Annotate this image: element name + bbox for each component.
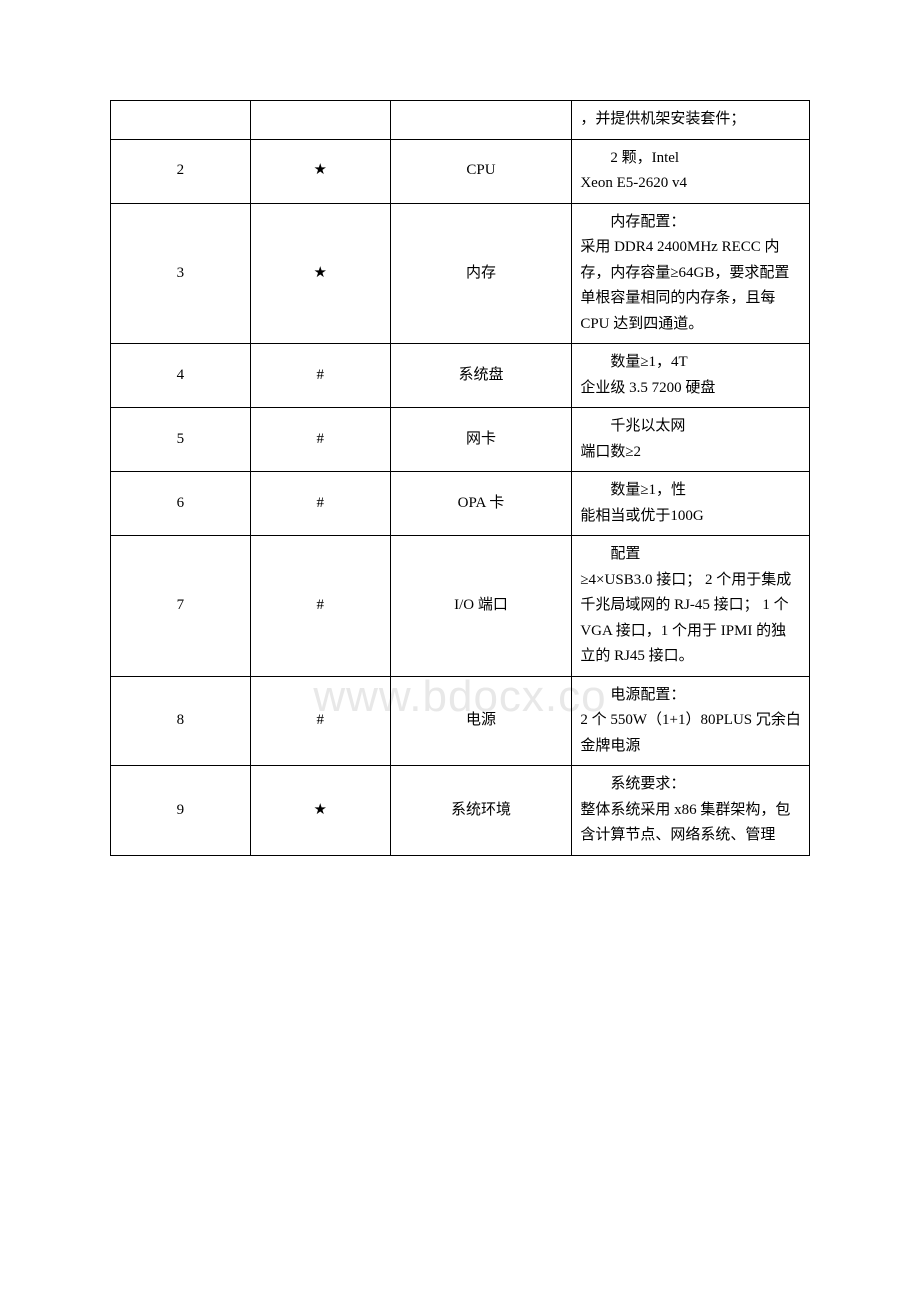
cell-mark: #	[250, 408, 390, 472]
cell-num: 4	[111, 344, 251, 408]
cell-num: 7	[111, 536, 251, 677]
table-row: 9 ★ 系统环境 系统要求：整体系统采用 x86 集群架构，包含计算节点、网络系…	[111, 766, 810, 856]
cell-mark: ★	[250, 203, 390, 344]
table-row: ，并提供机架安装套件；	[111, 101, 810, 140]
table-row: 7 # I/O 端口 配置≥4×USB3.0 接口； 2 个用于集成千兆局域网的…	[111, 536, 810, 677]
cell-item: 内存	[390, 203, 572, 344]
cell-num: 6	[111, 472, 251, 536]
cell-item: CPU	[390, 139, 572, 203]
cell-spec: 电源配置：2 个 550W（1+1）80PLUS 冗余白金牌电源	[572, 676, 810, 766]
cell-num	[111, 101, 251, 140]
cell-spec: 数量≥1，性能相当或优于100G	[572, 472, 810, 536]
cell-item: 系统环境	[390, 766, 572, 856]
cell-mark: #	[250, 676, 390, 766]
cell-mark: #	[250, 344, 390, 408]
cell-mark: ★	[250, 139, 390, 203]
cell-spec: 系统要求：整体系统采用 x86 集群架构，包含计算节点、网络系统、管理	[572, 766, 810, 856]
cell-num: 3	[111, 203, 251, 344]
cell-spec: ，并提供机架安装套件；	[572, 101, 810, 140]
cell-item: I/O 端口	[390, 536, 572, 677]
cell-spec: 内存配置：采用 DDR4 2400MHz RECC 内存，内存容量≥64GB，要…	[572, 203, 810, 344]
table-row: 8 # 电源 电源配置：2 个 550W（1+1）80PLUS 冗余白金牌电源	[111, 676, 810, 766]
table-row: 6 # OPA 卡 数量≥1，性能相当或优于100G	[111, 472, 810, 536]
cell-mark	[250, 101, 390, 140]
cell-num: 2	[111, 139, 251, 203]
cell-mark: ★	[250, 766, 390, 856]
cell-spec: 数量≥1，4T企业级 3.5 7200 硬盘	[572, 344, 810, 408]
cell-spec: 千兆以太网端口数≥2	[572, 408, 810, 472]
cell-item	[390, 101, 572, 140]
table-row: 3 ★ 内存 内存配置：采用 DDR4 2400MHz RECC 内存，内存容量…	[111, 203, 810, 344]
cell-mark: #	[250, 472, 390, 536]
cell-spec: 配置≥4×USB3.0 接口； 2 个用于集成千兆局域网的 RJ-45 接口； …	[572, 536, 810, 677]
cell-item: OPA 卡	[390, 472, 572, 536]
spec-table: ，并提供机架安装套件； 2 ★ CPU 2 颗，IntelXeon E5-262…	[110, 100, 810, 856]
table-row: 2 ★ CPU 2 颗，IntelXeon E5-2620 v4	[111, 139, 810, 203]
cell-num: 8	[111, 676, 251, 766]
table-row: 5 # 网卡 千兆以太网端口数≥2	[111, 408, 810, 472]
cell-num: 5	[111, 408, 251, 472]
table-row: 4 # 系统盘 数量≥1，4T企业级 3.5 7200 硬盘	[111, 344, 810, 408]
cell-item: 系统盘	[390, 344, 572, 408]
cell-item: 网卡	[390, 408, 572, 472]
cell-item: 电源	[390, 676, 572, 766]
cell-mark: #	[250, 536, 390, 677]
cell-spec: 2 颗，IntelXeon E5-2620 v4	[572, 139, 810, 203]
cell-num: 9	[111, 766, 251, 856]
